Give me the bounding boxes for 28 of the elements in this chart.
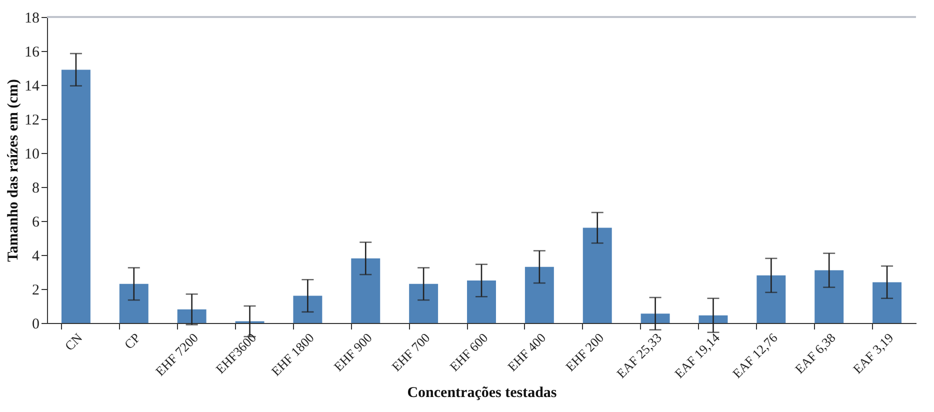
bar (640, 314, 670, 323)
bar (409, 284, 438, 323)
bar (177, 309, 206, 323)
bar (814, 270, 844, 323)
y-tick-label: 16 (24, 44, 40, 60)
y-tick-label: 18 (24, 10, 40, 26)
bar (582, 228, 612, 323)
y-tick-label: 4 (32, 248, 40, 264)
bar (756, 275, 786, 323)
y-tick-label: 0 (32, 316, 40, 332)
y-tick-label: 12 (24, 112, 40, 128)
y-tick-label: 8 (32, 180, 40, 196)
y-tick-label: 2 (32, 282, 40, 298)
x-tick-label: CP (121, 330, 144, 352)
bar (293, 296, 322, 323)
x-axis-title: Concentrações testadas (407, 385, 557, 402)
y-tick-label: 10 (24, 146, 40, 162)
bar (872, 282, 902, 323)
y-axis-title: Tamanho das raízes em (cm) (6, 79, 22, 262)
x-tick-label: CN (62, 330, 86, 354)
y-tick-label: 14 (24, 78, 40, 94)
bar (467, 280, 496, 323)
bar (119, 284, 148, 323)
bar (698, 315, 728, 323)
y-tick-label: 6 (32, 214, 40, 230)
bar (351, 258, 380, 323)
bar (524, 266, 554, 323)
bar (61, 70, 90, 323)
